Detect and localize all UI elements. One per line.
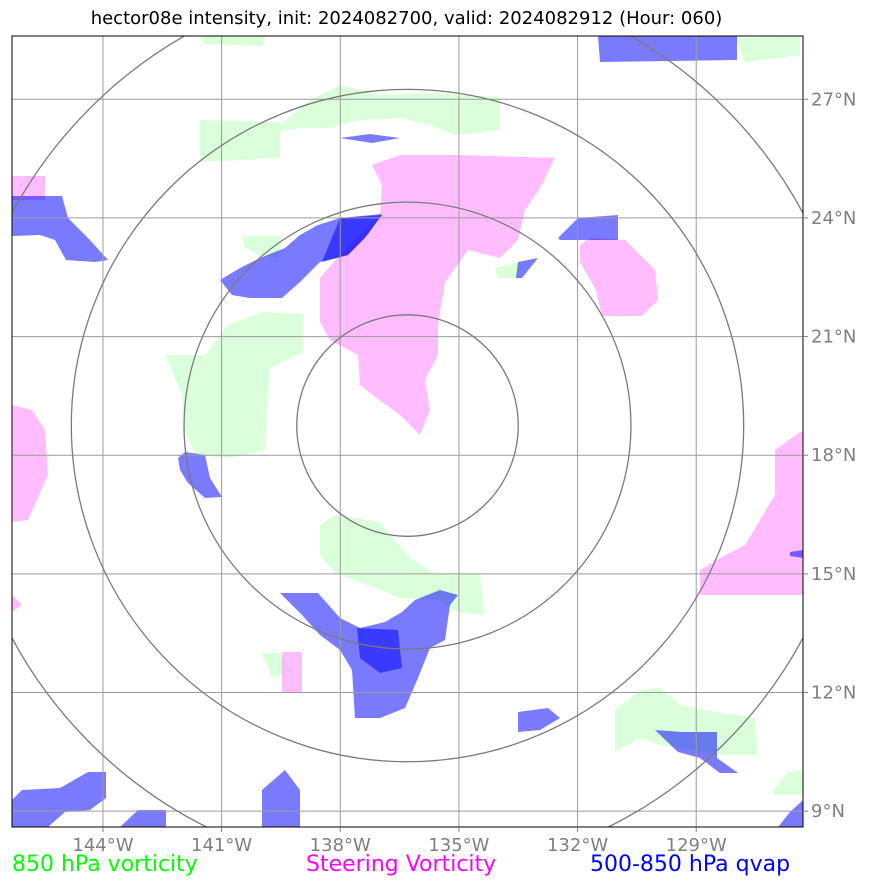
x-tick-label-4: 132°W	[547, 835, 608, 856]
x-axis-ticks: 144°W 141°W 138°W 135°W 132°W 129°W	[72, 827, 727, 856]
steering-region-west-small	[12, 595, 22, 612]
range-ring-2	[70, 88, 745, 763]
qvap-region-southwest-a	[12, 772, 106, 827]
steering-vorticity-regions	[12, 155, 803, 693]
qvap-region-south-dark	[357, 628, 402, 673]
steering-region-main	[320, 155, 555, 435]
qvap-region-dark	[322, 215, 382, 262]
qvap-region-southeast-small	[518, 708, 560, 732]
steering-region-topleft	[12, 176, 45, 200]
qvap-region-mid-west	[178, 452, 222, 498]
vort850-region-mid	[495, 262, 520, 278]
vort850-region-topright	[735, 36, 800, 62]
y-tick-label-0: 9°N	[811, 801, 845, 822]
vort850-region-small	[242, 236, 282, 258]
y-axis-ticks: 9°N 12°N 15°N 18°N 21°N 24°N 27°N	[803, 89, 856, 822]
x-tick-label-3: 135°W	[428, 835, 489, 856]
y-tick-label-3: 18°N	[811, 445, 856, 466]
y-tick-label-5: 24°N	[811, 208, 856, 229]
legend-qvap: 500-850 hPa qvap	[590, 852, 791, 877]
qvap-region-southeast-corner	[778, 800, 803, 827]
y-tick-label-6: 27°N	[811, 89, 856, 110]
vort850-region-top	[200, 36, 265, 46]
x-tick-label-0: 144°W	[72, 835, 133, 856]
steering-region-small	[282, 652, 302, 693]
steering-region-west	[12, 405, 48, 522]
vort850-region-southeast	[615, 688, 758, 755]
gridlines	[12, 36, 803, 827]
plot-frame	[11, 35, 804, 828]
y-tick-label-4: 21°N	[811, 327, 856, 348]
y-tick-label-2: 15°N	[811, 564, 856, 585]
qvap-region-topright	[598, 36, 737, 62]
qvap-region-east-edge	[790, 550, 803, 558]
x-tick-label-2: 138°W	[310, 835, 371, 856]
range-rings	[12, 36, 803, 827]
qvap-region-east	[558, 215, 618, 240]
vort850-region-northwest	[200, 120, 280, 162]
chart-title: hector08e intensity, init: 2024082700, v…	[90, 8, 723, 29]
range-ring-0	[296, 314, 519, 537]
range-ring-1	[183, 201, 632, 650]
vort850-region-south	[320, 515, 484, 615]
vort850-region-west	[165, 312, 303, 458]
legend-850-vorticity: 850 hPa vorticity	[12, 852, 198, 877]
qvap-region-northwest	[12, 196, 108, 262]
qvap-regions	[12, 36, 803, 827]
y-tick-label-1: 12°N	[811, 683, 856, 704]
qvap-region-thin	[340, 134, 400, 143]
qvap-region-south-c	[262, 770, 300, 827]
x-tick-label-1: 141°W	[191, 835, 252, 856]
qvap-region-southwest-b	[120, 810, 166, 827]
vort850-region-east	[773, 770, 803, 795]
legend-steering-vorticity: Steering Vorticity	[306, 852, 497, 877]
steering-region-east	[580, 238, 658, 316]
x-tick-label-5: 129°W	[666, 835, 727, 856]
steering-region-southeast	[700, 432, 803, 595]
field-layer	[12, 36, 803, 827]
qvap-region-small-east	[516, 258, 538, 278]
